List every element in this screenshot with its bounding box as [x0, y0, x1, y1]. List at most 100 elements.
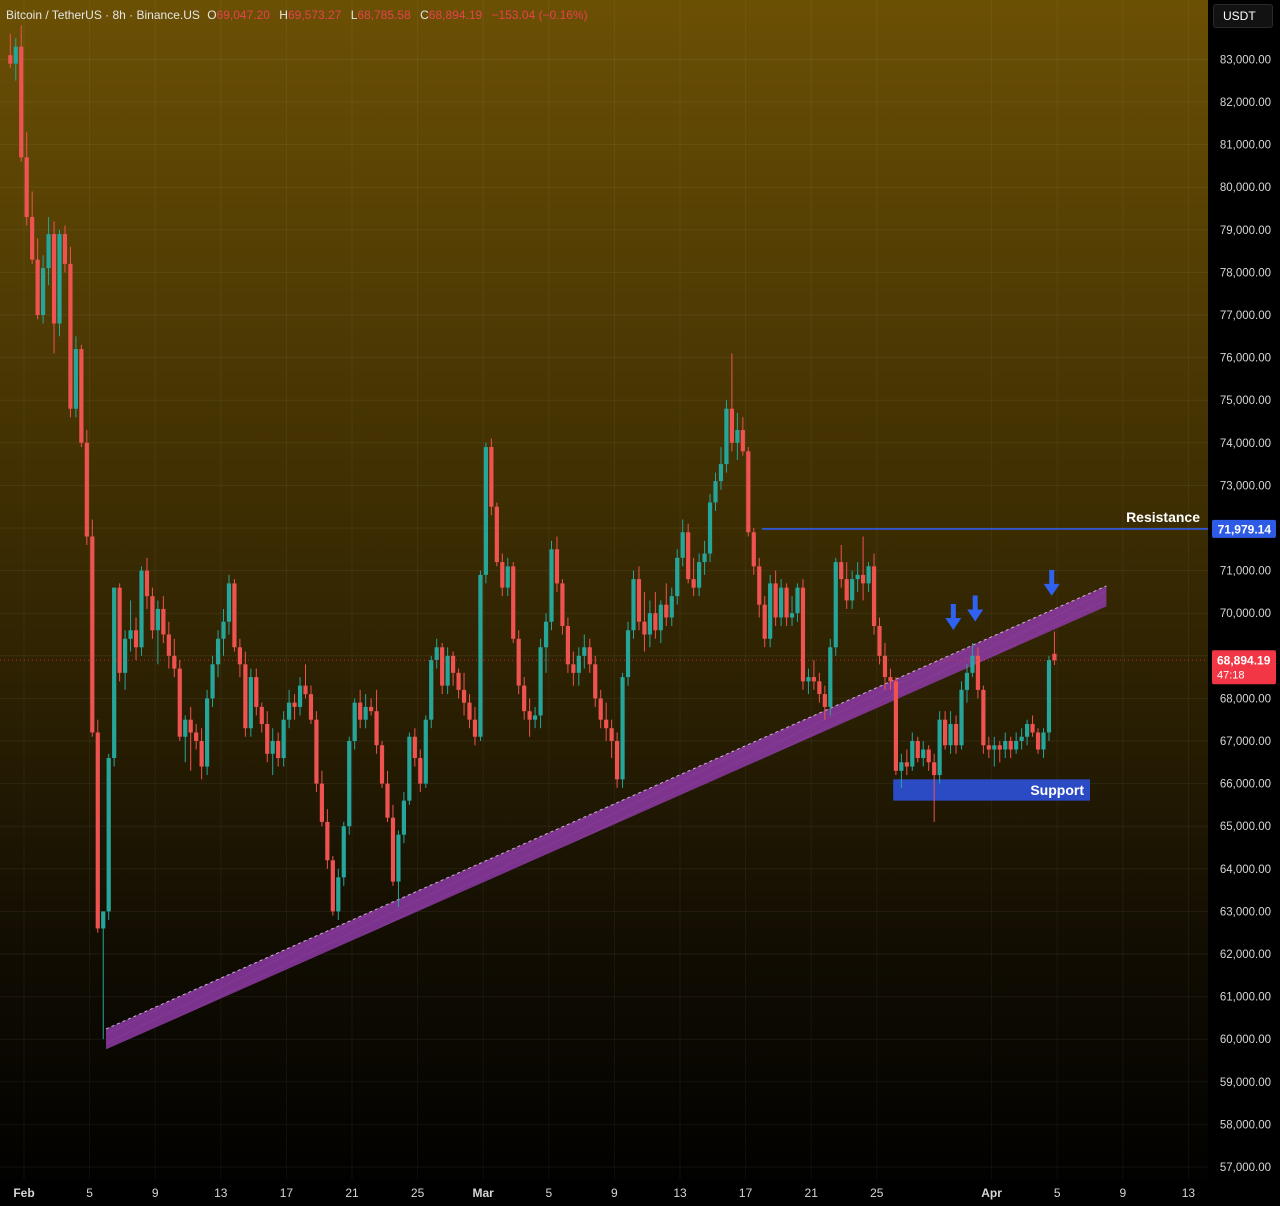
candle-down — [762, 604, 767, 639]
candle-down — [51, 234, 57, 324]
price-tick-label: 74,000.00 — [1220, 438, 1271, 450]
candle-down — [975, 655, 980, 690]
candle-down — [166, 634, 171, 656]
candle-up — [101, 911, 106, 929]
change-value: −153.04 (−0.16%) — [491, 8, 588, 22]
candle-down — [303, 685, 308, 695]
candle-up — [287, 702, 292, 720]
candle-down — [24, 157, 29, 218]
candle-down — [784, 587, 789, 618]
candle-down — [636, 579, 642, 622]
candle-down — [822, 694, 827, 707]
candle-up — [396, 834, 401, 882]
time-tick-label: Apr — [981, 1186, 1002, 1200]
currency-button[interactable]: USDT — [1213, 4, 1273, 28]
candle-up — [57, 234, 62, 324]
candle-down — [358, 702, 363, 720]
candle-down — [565, 625, 570, 665]
candle-up — [41, 268, 46, 315]
candle-up — [352, 702, 357, 741]
candle-down — [319, 783, 324, 822]
candle-down — [609, 728, 614, 741]
price-axis[interactable] — [1208, 0, 1280, 1206]
candle-up — [215, 638, 221, 665]
price-tick-label: 81,000.00 — [1220, 140, 1271, 152]
candle-up — [647, 613, 652, 635]
candle-up — [226, 583, 232, 622]
time-tick-label: 9 — [1119, 1186, 1126, 1200]
candle-down — [877, 625, 882, 656]
candle-up — [297, 685, 303, 707]
price-tick-label: 70,000.00 — [1220, 608, 1271, 620]
last-price-text: 68,894.19 — [1217, 653, 1271, 667]
candle-down — [374, 711, 379, 746]
candle-down — [133, 630, 139, 648]
candle-down — [642, 621, 647, 635]
candle-up — [281, 719, 286, 759]
candle-down — [522, 685, 527, 712]
candle-up — [658, 604, 663, 631]
candle-up — [899, 762, 904, 771]
price-tick-label: 64,000.00 — [1220, 864, 1271, 876]
price-tick-label: 77,000.00 — [1220, 310, 1271, 322]
candle-down — [817, 681, 822, 695]
time-tick-label: 25 — [411, 1186, 425, 1200]
symbol-title[interactable]: Bitcoin / TetherUS · 8h · Binance.US — [6, 8, 200, 22]
candle-down — [412, 736, 417, 759]
price-tick-label: 75,000.00 — [1220, 395, 1271, 407]
candle-up — [576, 655, 581, 673]
candle-down — [1035, 732, 1041, 750]
candle-up — [806, 677, 811, 682]
candle-down — [888, 677, 893, 682]
candle-up — [828, 647, 833, 707]
candle-down — [571, 664, 576, 673]
candle-down — [19, 46, 24, 158]
price-tick-label: 62,000.00 — [1220, 949, 1271, 961]
candle-up — [205, 698, 210, 767]
price-tick-label: 63,000.00 — [1220, 906, 1271, 918]
candle-up — [680, 532, 685, 558]
candle-down — [254, 677, 259, 707]
candle-up — [921, 749, 926, 759]
candle-up — [1014, 741, 1019, 750]
time-tick-label: 5 — [545, 1186, 552, 1200]
candle-up — [625, 630, 631, 678]
candle-down — [237, 647, 242, 665]
candle-up — [910, 741, 915, 767]
candle-down — [379, 745, 385, 784]
candle-up — [128, 630, 133, 639]
time-tick-label: 5 — [86, 1186, 93, 1200]
last-price-tag[interactable] — [1212, 650, 1276, 685]
time-tick-label: 13 — [214, 1186, 228, 1200]
time-axis[interactable] — [0, 1180, 1208, 1206]
candle-down — [369, 706, 374, 712]
candle-down — [1030, 723, 1035, 733]
support-zone[interactable] — [893, 779, 1090, 801]
candle-up — [478, 574, 483, 737]
candle-up — [434, 647, 439, 661]
time-tick-label: 9 — [152, 1186, 159, 1200]
candle-up — [697, 562, 702, 588]
candle-up — [795, 587, 800, 614]
open-label: O — [207, 8, 217, 22]
candle-down — [440, 647, 445, 686]
candle-down — [62, 234, 68, 264]
price-tick-label: 58,000.00 — [1220, 1119, 1271, 1131]
trendline-hatch — [106, 585, 1107, 1050]
candle-down — [1052, 653, 1057, 661]
candle-up — [964, 672, 970, 690]
candle-up — [123, 638, 128, 673]
candle-up — [833, 562, 838, 648]
candle-down — [308, 694, 314, 720]
candle-up — [713, 481, 718, 503]
close-value: 68,894.19 — [428, 8, 483, 22]
candle-up — [183, 719, 188, 737]
candle-down — [986, 745, 991, 750]
candle-up — [992, 745, 997, 750]
candle-down — [232, 583, 237, 648]
candle-down — [943, 719, 948, 746]
candle-up — [724, 408, 729, 465]
candle-down — [243, 664, 248, 729]
